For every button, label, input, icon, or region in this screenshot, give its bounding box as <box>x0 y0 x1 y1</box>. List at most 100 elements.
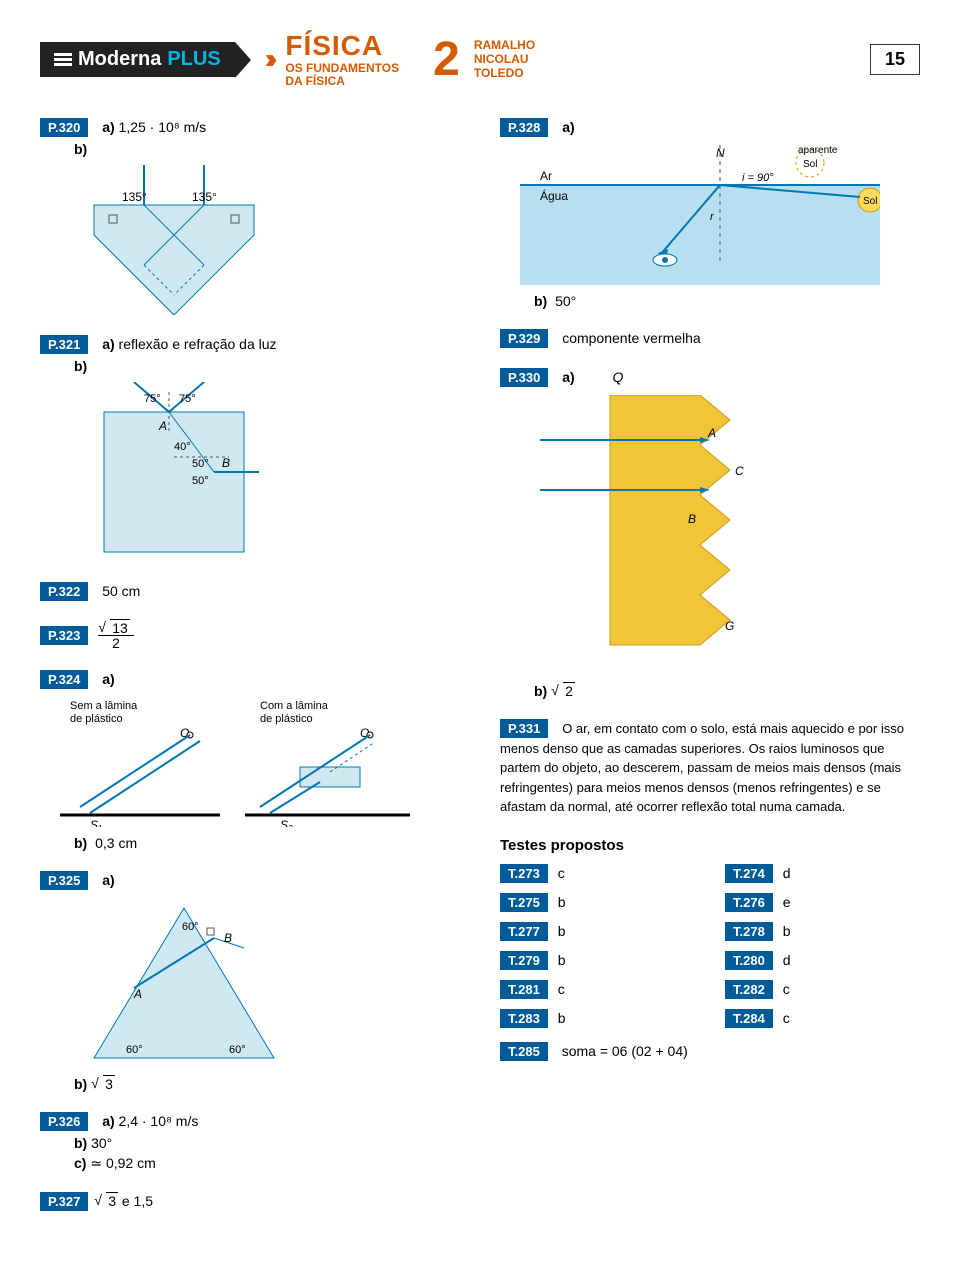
svg-text:60°: 60° <box>126 1044 143 1056</box>
author-3: TOLEDO <box>474 66 535 80</box>
svg-text:75°: 75° <box>144 393 161 405</box>
p330-b-label: b) <box>534 683 547 699</box>
page-number: 15 <box>870 44 920 75</box>
p330-b-val: 2 <box>555 683 575 699</box>
tag-p323: P.323 <box>40 626 88 645</box>
left-column: P.320 a) 1,25 · 10⁸ m/s b) 135° <box>40 118 460 1231</box>
svg-text:N: N <box>716 146 725 160</box>
p324-a: a) <box>102 671 114 687</box>
svg-text:Sol: Sol <box>803 159 817 170</box>
tag-t285: T.285 <box>500 1042 548 1061</box>
tag-p324: P.324 <box>40 670 88 689</box>
tag-p330: P.330 <box>500 368 548 387</box>
tag-p322: P.322 <box>40 582 88 601</box>
p320: P.320 a) 1,25 · 10⁸ m/s b) 135° <box>40 118 460 315</box>
svg-text:Sol: Sol <box>863 196 877 207</box>
p321-diagram: 75° 75° A 40° 50° 50° B <box>74 382 460 562</box>
t277: T.277 b <box>500 922 695 941</box>
p327: P.327 3 e 1,5 <box>40 1192 460 1211</box>
subject-block: FÍSICA OS FUNDAMENTOS DA FÍSICA <box>285 30 399 88</box>
svg-text:de plástico: de plástico <box>260 713 313 725</box>
t276: T.276 e <box>725 893 920 912</box>
author-1: RAMALHO <box>474 38 535 52</box>
svg-text:135°: 135° <box>122 190 147 204</box>
svg-text:135°: 135° <box>192 190 217 204</box>
testes-title: Testes propostos <box>500 837 920 854</box>
bars-icon <box>54 51 72 68</box>
tag-p321: P.321 <box>40 335 88 354</box>
p329: P.329 componente vermelha <box>500 329 920 348</box>
tag-p320: P.320 <box>40 118 88 137</box>
p328-diagram: N Ar Água Sol Posição aparente Sol i = 9… <box>520 145 920 285</box>
p328: P.328 a) N Ar Água Sol Posição aparente <box>500 118 920 309</box>
t275: T.275 b <box>500 893 695 912</box>
t282: T.282 c <box>725 980 920 999</box>
authors: RAMALHO NICOLAU TOLEDO <box>474 38 535 81</box>
svg-text:Com a lâmina: Com a lâmina <box>260 700 329 712</box>
logo: Moderna PLUS <box>40 42 235 77</box>
p325-b-val: 3 <box>95 1076 115 1092</box>
svg-text:B: B <box>224 931 232 945</box>
t283: T.283 b <box>500 1009 695 1028</box>
p330-Q: Q <box>613 369 624 385</box>
tag-p327: P.327 <box>40 1192 88 1211</box>
svg-text:B: B <box>688 512 696 526</box>
svg-text:A: A <box>158 419 167 433</box>
p325-b-label: b) <box>74 1076 87 1092</box>
svg-text:S₁: S₁ <box>90 818 102 827</box>
svg-text:de plástico: de plástico <box>70 713 123 725</box>
page: Moderna PLUS ›› FÍSICA OS FUNDAMENTOS DA… <box>0 0 960 1261</box>
svg-text:A: A <box>133 987 142 1001</box>
p320-b-label: b) <box>74 141 87 157</box>
p330-a: a) <box>562 369 574 385</box>
svg-text:B: B <box>222 456 230 470</box>
p329-val: componente vermelha <box>562 330 701 346</box>
logo-brand: Moderna <box>78 48 161 71</box>
svg-text:S₂: S₂ <box>280 818 293 827</box>
svg-text:Água: Água <box>540 188 568 203</box>
p324: P.324 a) Sem a lâmina de plástico Com a … <box>40 670 460 851</box>
t279: T.279 b <box>500 951 695 970</box>
test-grid: T.273 c T.274 d T.275 b T.276 e T.277 b … <box>500 864 920 1028</box>
svg-text:60°: 60° <box>229 1044 246 1056</box>
t273: T.273 c <box>500 864 695 883</box>
p321: P.321 a) reflexão e refração da luz b) 7… <box>40 335 460 562</box>
p328-b-val: 50° <box>555 293 576 309</box>
svg-text:60°: 60° <box>182 921 199 933</box>
p326: P.326 a) 2,4 · 10⁸ m/s b) 30° c) ≃ 0,92 … <box>40 1112 460 1172</box>
p326-c: c) ≃ 0,92 cm <box>74 1155 460 1172</box>
p325-a: a) <box>102 872 114 888</box>
svg-text:40°: 40° <box>174 441 191 453</box>
p328-b-label: b) <box>534 293 547 309</box>
p331-text: O ar, em contato com o solo, está mais a… <box>500 721 904 814</box>
p325: P.325 a) A B 60° 60° 60° b) 3 <box>40 871 460 1092</box>
p320-diagram: 135° 135° <box>74 165 460 315</box>
p321-b-label: b) <box>74 358 87 374</box>
right-column: P.328 a) N Ar Água Sol Posição aparente <box>500 118 920 1231</box>
svg-text:C: C <box>735 464 744 478</box>
page-header: Moderna PLUS ›› FÍSICA OS FUNDAMENTOS DA… <box>40 30 920 88</box>
p323-frac: 13 2 <box>98 621 134 650</box>
p326-b: b) 30° <box>74 1135 460 1151</box>
content-columns: P.320 a) 1,25 · 10⁸ m/s b) 135° <box>40 118 920 1231</box>
svg-text:G: G <box>725 619 734 633</box>
logo-plus: PLUS <box>167 48 220 71</box>
p327-sqrt: 3 <box>98 1193 118 1209</box>
p331: P.331 O ar, em contato com o solo, está … <box>500 719 920 817</box>
p326-a: a) 2,4 · 10⁸ m/s <box>102 1113 198 1129</box>
t285-val: soma = 06 (02 + 04) <box>562 1043 688 1059</box>
p324-b-val: 0,3 cm <box>95 835 137 851</box>
svg-text:i = 90°: i = 90° <box>742 172 774 184</box>
svg-text:50°: 50° <box>192 458 209 470</box>
p323: P.323 13 2 <box>40 621 460 650</box>
p324-diagram: Sem a lâmina de plástico Com a lâmina de… <box>60 697 460 827</box>
t280: T.280 d <box>725 951 920 970</box>
p322-val: 50 cm <box>102 583 140 599</box>
p320-a: a) 1,25 · 10⁸ m/s <box>102 119 206 135</box>
subject-title: FÍSICA <box>285 30 399 62</box>
volume-number: 2 <box>433 32 460 87</box>
svg-text:Sem a lâmina: Sem a lâmina <box>70 700 138 712</box>
tag-p326: P.326 <box>40 1112 88 1131</box>
svg-text:aparente: aparente <box>798 145 838 156</box>
svg-text:A: A <box>707 426 716 440</box>
